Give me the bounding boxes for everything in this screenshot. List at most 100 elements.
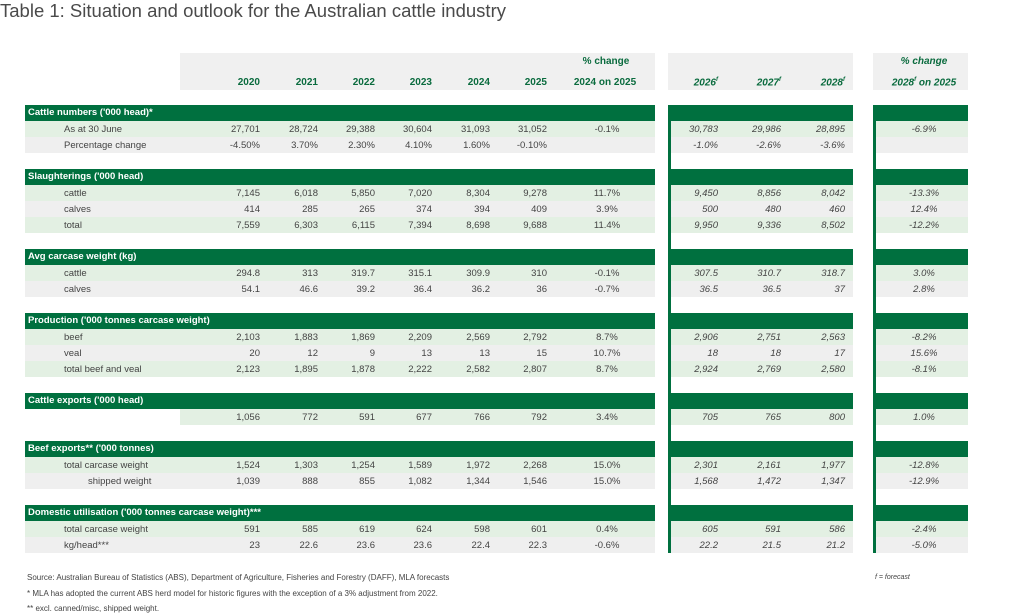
row-value: 7,559	[236, 220, 260, 231]
section-header: Avg carcase weight (kg)	[25, 249, 655, 265]
forecast-marker: f	[779, 77, 781, 83]
section-title: Domestic utilisation ('000 tonnes carcas…	[28, 507, 261, 518]
row-value: 2,582	[466, 364, 490, 375]
section-header-forecast	[668, 169, 853, 185]
section-header-forecast	[668, 105, 853, 121]
table-row-change2: -8.2%	[873, 329, 968, 345]
table-row-change2: 1.0%	[873, 409, 968, 425]
header-change-bottom: 2024 on 2025	[573, 77, 637, 88]
table-row-change2: -12.8%	[873, 457, 968, 473]
section-title: Beef exports** ('000 tonnes)	[28, 443, 154, 454]
row-value: 6,018	[294, 188, 318, 199]
row-value: 46.6	[299, 284, 319, 295]
row-value: 285	[302, 204, 318, 215]
row-forecast-value: 8,856	[757, 188, 781, 199]
row-value: 310	[531, 268, 547, 279]
row-value: 1,082	[408, 476, 432, 487]
header-forecast-year-value: 2027	[756, 77, 779, 89]
header-forecast-year-value: 2026	[693, 77, 716, 89]
row-value: -4.50%	[229, 140, 260, 151]
row-value: 1,344	[466, 476, 490, 487]
row-value: 8,304	[466, 188, 490, 199]
row-value: 1,972	[466, 460, 490, 471]
row-value: 12	[307, 348, 318, 359]
row-label: beef	[64, 332, 83, 343]
row-value: 591	[244, 524, 260, 535]
row-value: 3.70%	[291, 140, 318, 151]
table-row-forecast: -1.0% -2.6% -3.6%	[668, 137, 853, 153]
section-header-change2	[873, 105, 968, 121]
section-header-change2	[873, 169, 968, 185]
row-forecast-value: 21.5	[762, 540, 782, 551]
row-value: 2,268	[523, 460, 547, 471]
row-forecast-value: 1,568	[694, 476, 718, 487]
row-change2: -8.2%	[911, 332, 937, 343]
table-row-forecast: 705 765 800	[668, 409, 853, 425]
row-value: 598	[474, 524, 490, 535]
row-change: 10.7%	[593, 348, 621, 359]
row-forecast-value: -2.6%	[756, 140, 781, 151]
row-forecast-value: 307.5	[694, 268, 718, 279]
row-change2: -12.9%	[908, 476, 940, 487]
row-forecast-value: 22.2	[699, 540, 719, 551]
row-change: 3.4%	[596, 412, 618, 423]
row-value: 1,883	[294, 332, 318, 343]
table-row: 1,056 772 591 677 766 792 3.4%	[180, 409, 655, 425]
row-value: 22.4	[471, 540, 491, 551]
row-value: 319.7	[351, 268, 375, 279]
row-forecast-value: 9,336	[757, 220, 781, 231]
row-value: 792	[531, 412, 547, 423]
section-title: Avg carcase weight (kg)	[28, 251, 137, 262]
row-value: 31,093	[460, 124, 490, 135]
section-header-forecast	[668, 505, 853, 521]
row-value: 39.2	[356, 284, 376, 295]
row-value: 1,546	[523, 476, 547, 487]
row-value: 23.6	[413, 540, 433, 551]
change2-divider-bar	[873, 105, 876, 553]
row-value: 2,222	[408, 364, 432, 375]
row-change2: -13.3%	[908, 188, 940, 199]
table-row: total 7,559 6,303 6,115 7,394 8,698 9,688 11.4%	[25, 217, 655, 233]
row-change: 15.0%	[593, 460, 621, 471]
row-value: 29,388	[345, 124, 375, 135]
row-value: 2,123	[236, 364, 260, 375]
row-forecast-value: 2,751	[757, 332, 781, 343]
row-change: 0.4%	[596, 524, 618, 535]
row-change2: -6.9%	[911, 124, 937, 135]
row-label: shipped weight	[88, 476, 152, 487]
table-row-change2: -8.1%	[873, 361, 968, 377]
row-forecast-value: 605	[702, 524, 718, 535]
table-row-forecast: 1,568 1,472 1,347	[668, 473, 853, 489]
table-row-forecast: 18 18 17	[668, 345, 853, 361]
header-year: 2023	[409, 77, 432, 88]
header-change2-rest: on 2025	[916, 77, 957, 89]
row-label: calves	[64, 284, 91, 295]
row-value: 409	[531, 204, 547, 215]
table-row: total carcase weight 591 585 619 624 598 601 0.…	[25, 521, 655, 537]
row-forecast-value: 36.5	[762, 284, 782, 295]
row-change: 3.9%	[596, 204, 618, 215]
section-header-change2	[873, 505, 968, 521]
table-row: kg/head*** 23 22.6 23.6 23.6 22.4 22.3 -0.6%	[25, 537, 655, 553]
row-change: 11.7%	[593, 188, 621, 199]
table-row: Percentage change -4.50% 3.70% 2.30% 4.10% 1.…	[25, 137, 655, 153]
row-value: 1,254	[351, 460, 375, 471]
table-row: As at 30 June 27,701 28,724 29,388 30,604 31,…	[25, 121, 655, 137]
row-change2: -8.1%	[911, 364, 937, 375]
row-change: 11.4%	[593, 220, 621, 231]
row-forecast-value: 705	[702, 412, 718, 423]
row-label: total carcase weight	[64, 524, 148, 535]
row-change2: 1.0%	[913, 412, 935, 423]
row-forecast-value: 2,906	[694, 332, 718, 343]
table-row: total beef and veal 2,123 1,895 1,878 2,222 2…	[25, 361, 655, 377]
row-value: 374	[416, 204, 432, 215]
row-forecast-value: 800	[829, 412, 845, 423]
row-forecast-value: 500	[702, 204, 718, 215]
row-forecast-value: 1,977	[821, 460, 845, 471]
row-label: total carcase weight	[64, 460, 148, 471]
row-value: 313	[302, 268, 318, 279]
row-value: 855	[359, 476, 375, 487]
section-title: Production ('000 tonnes carcase weight)	[28, 315, 210, 326]
row-value: 2,209	[408, 332, 432, 343]
row-label: Percentage change	[64, 140, 147, 151]
